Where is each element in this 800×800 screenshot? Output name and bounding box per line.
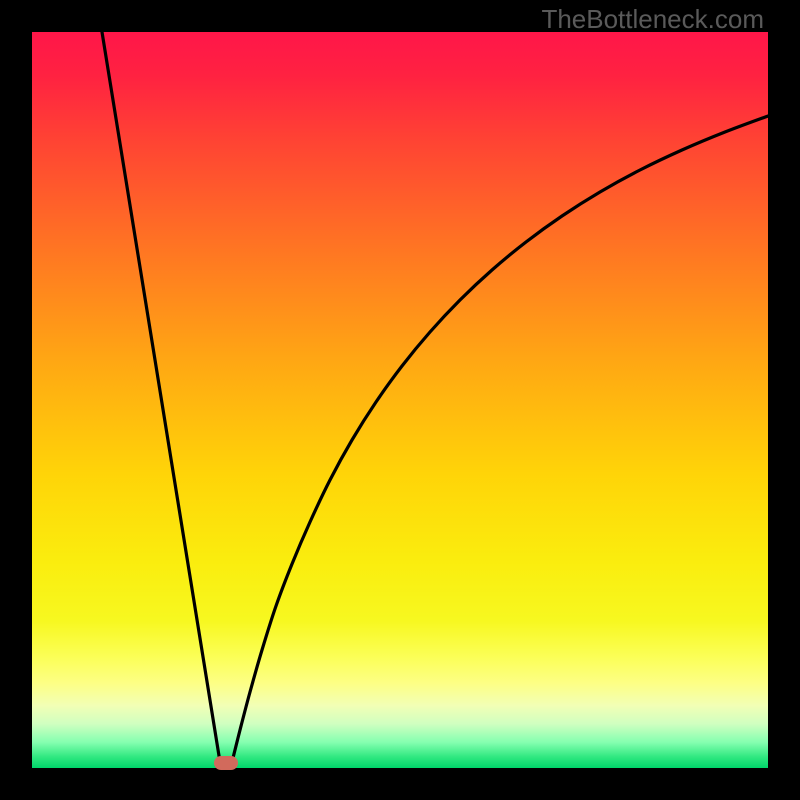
watermark-text: TheBottleneck.com <box>541 4 764 35</box>
chart-container: TheBottleneck.com <box>0 0 800 800</box>
curve-overlay <box>32 32 768 768</box>
optimal-point-marker <box>214 756 238 770</box>
plot-area <box>32 32 768 768</box>
